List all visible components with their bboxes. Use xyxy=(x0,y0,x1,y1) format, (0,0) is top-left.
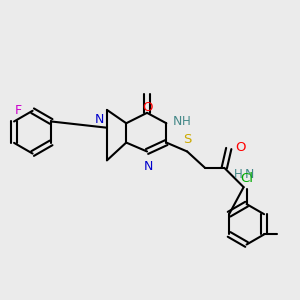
Text: N: N xyxy=(245,168,254,181)
Text: O: O xyxy=(235,141,246,154)
Text: N: N xyxy=(95,113,104,126)
Text: O: O xyxy=(142,101,152,114)
Text: N: N xyxy=(144,160,153,173)
Text: S: S xyxy=(184,133,192,146)
Text: H: H xyxy=(233,168,242,181)
Text: N: N xyxy=(173,115,182,128)
Text: Cl: Cl xyxy=(240,172,253,185)
Text: H: H xyxy=(182,115,190,128)
Text: F: F xyxy=(15,104,22,117)
